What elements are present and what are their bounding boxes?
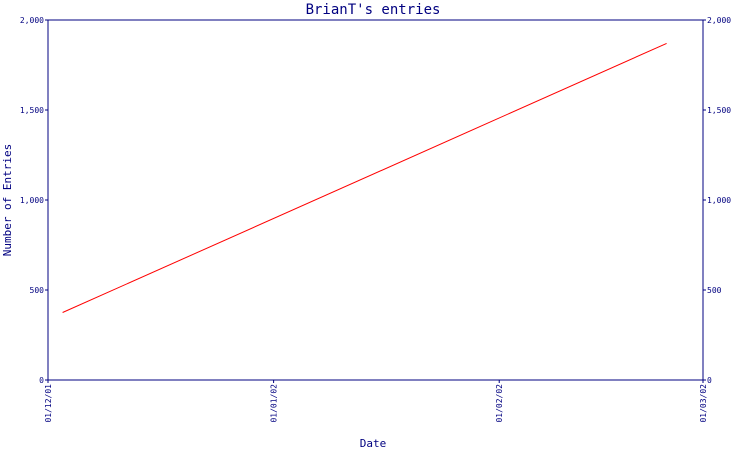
y-tick-label-right: 1,000 xyxy=(707,196,731,205)
y-axis-label: Number of Entries xyxy=(1,144,14,257)
y-tick-label-left: 0 xyxy=(39,376,44,385)
y-tick-label-left: 1,500 xyxy=(20,106,44,115)
x-tick-label: 01/01/02 xyxy=(270,384,279,423)
y-tick-label-left: 500 xyxy=(30,286,45,295)
chart-title: BrianT's entries xyxy=(306,2,441,18)
plot-area xyxy=(47,19,704,381)
y-tick-label-right: 500 xyxy=(707,286,722,295)
y-tick-label-left: 1,000 xyxy=(20,196,44,205)
y-axis-right: 0 500 1,000 1,500 2,000 xyxy=(703,16,731,385)
series-line xyxy=(62,42,667,313)
x-axis-label: Date xyxy=(360,437,387,450)
y-axis-left: 0 500 1,000 1,500 2,000 xyxy=(20,16,48,385)
x-tick-label: 01/12/01 xyxy=(44,384,53,423)
y-tick-label-right: 0 xyxy=(707,376,712,385)
series-layer xyxy=(62,42,667,313)
y-tick-label-right: 2,000 xyxy=(707,16,731,25)
x-tick-label: 01/02/02 xyxy=(495,384,504,423)
x-tick-label: 01/03/02 xyxy=(699,384,708,423)
y-tick-label-left: 2,000 xyxy=(20,16,44,25)
x-axis: 01/12/01 01/01/02 01/02/02 01/03/02 xyxy=(44,380,708,423)
y-tick-label-right: 1,500 xyxy=(707,106,731,115)
